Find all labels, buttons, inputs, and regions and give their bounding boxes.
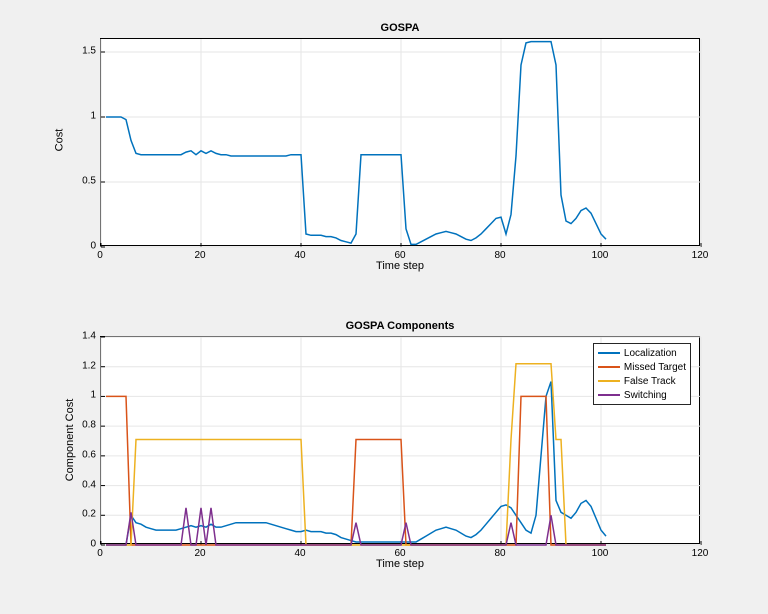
ytick-label: 1	[70, 390, 96, 401]
top-xlabel: Time step	[100, 260, 700, 272]
figure: GOSPA Cost Time step GOSPA Components Lo…	[0, 0, 768, 614]
top-plot-svg	[101, 39, 701, 247]
top-axes	[100, 38, 700, 246]
ytick-label: 1.4	[70, 331, 96, 342]
xtick-label: 20	[194, 548, 205, 559]
legend-swatch	[598, 394, 620, 396]
xtick-label: 40	[294, 548, 305, 559]
xtick-label: 0	[97, 250, 103, 261]
xtick-label: 80	[494, 548, 505, 559]
xtick-label: 60	[394, 250, 405, 261]
top-ylabel: Cost	[53, 129, 65, 152]
ytick-label: 0.6	[70, 449, 96, 460]
ytick-label: 1	[70, 111, 96, 122]
ytick-label: 0	[70, 539, 96, 550]
series-switching	[106, 508, 606, 545]
legend-item: Localization	[598, 346, 686, 360]
ytick-label: 0.5	[70, 176, 96, 187]
ytick-label: 1.2	[70, 360, 96, 371]
ytick-label: 1.5	[70, 46, 96, 57]
xtick-label: 60	[394, 548, 405, 559]
legend-item: False Track	[598, 374, 686, 388]
xtick-label: 0	[97, 548, 103, 559]
bottom-legend: Localization Missed Target False Track Swit…	[593, 343, 691, 405]
xtick-label: 40	[294, 250, 305, 261]
legend-label: Switching	[624, 390, 667, 401]
ytick-label: 0.8	[70, 420, 96, 431]
top-title: GOSPA	[100, 22, 700, 34]
legend-item: Switching	[598, 388, 686, 402]
bottom-ylabel: Component Cost	[64, 390, 76, 490]
xtick-label: 20	[194, 250, 205, 261]
legend-swatch	[598, 352, 620, 354]
ytick-label: 0.4	[70, 479, 96, 490]
xtick-label: 80	[494, 250, 505, 261]
bottom-title: GOSPA Components	[100, 320, 700, 332]
xtick-label: 120	[692, 548, 709, 559]
series-cost	[106, 42, 606, 245]
legend-swatch	[598, 380, 620, 382]
legend-label: False Track	[624, 376, 676, 387]
xtick-label: 120	[692, 250, 709, 261]
legend-item: Missed Target	[598, 360, 686, 374]
series-localization	[106, 382, 606, 545]
legend-label: Localization	[624, 348, 677, 359]
xtick-label: 100	[592, 548, 609, 559]
ytick-label: 0	[70, 241, 96, 252]
legend-label: Missed Target	[624, 362, 686, 373]
ytick-label: 0.2	[70, 509, 96, 520]
bottom-axes: Localization Missed Target False Track Swit…	[100, 336, 700, 544]
legend-swatch	[598, 366, 620, 368]
xtick-label: 100	[592, 250, 609, 261]
bottom-xlabel: Time step	[100, 558, 700, 570]
